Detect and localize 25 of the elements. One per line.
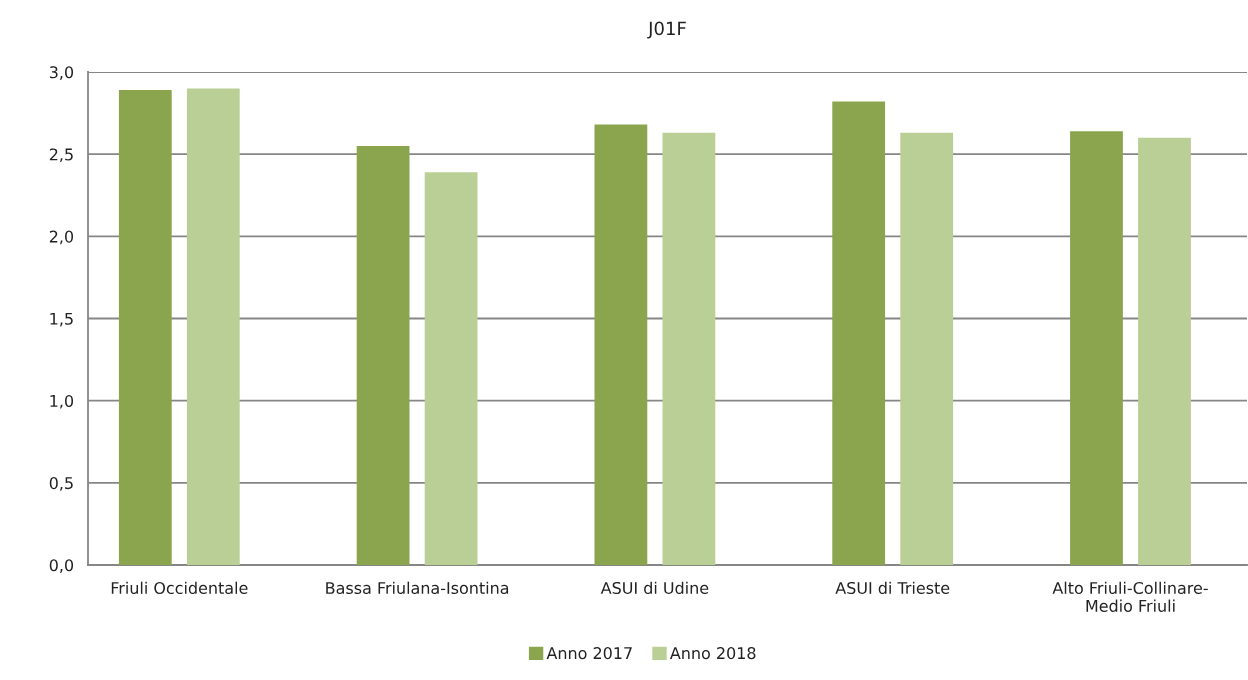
bar — [900, 132, 954, 565]
bar — [832, 101, 886, 565]
legend-label: Anno 2018 — [670, 647, 756, 660]
y-tick-label: 0,0 — [49, 559, 74, 573]
bar — [424, 172, 478, 565]
x-tick-label: ASUI di Trieste — [835, 581, 950, 595]
x-tick-label: Alto Friuli-Collinare- Medio Friuli — [1052, 581, 1208, 612]
y-tick-label: 2,5 — [49, 148, 73, 163]
bar — [356, 145, 410, 565]
y-tick-label: 0,5 — [49, 477, 73, 491]
chart-title: J01F — [647, 21, 686, 39]
y-tick-label: 1,5 — [50, 312, 73, 327]
bar — [662, 132, 716, 565]
y-tick-label: 2,0 — [49, 230, 74, 245]
x-tick-label: Friuli Occidentale — [111, 581, 248, 595]
x-tick-label: ASUI di Udine — [600, 581, 709, 595]
legend-label: Anno 2017 — [546, 647, 632, 660]
bar — [594, 124, 648, 565]
bar — [1138, 137, 1191, 565]
x-tick-label: Bassa Friulana-Isontina — [326, 581, 509, 595]
bar — [118, 90, 172, 565]
bar — [1070, 131, 1123, 565]
bar — [186, 88, 240, 565]
y-tick-label: 1,0 — [50, 394, 74, 409]
y-tick-label: 3,0 — [49, 66, 74, 80]
